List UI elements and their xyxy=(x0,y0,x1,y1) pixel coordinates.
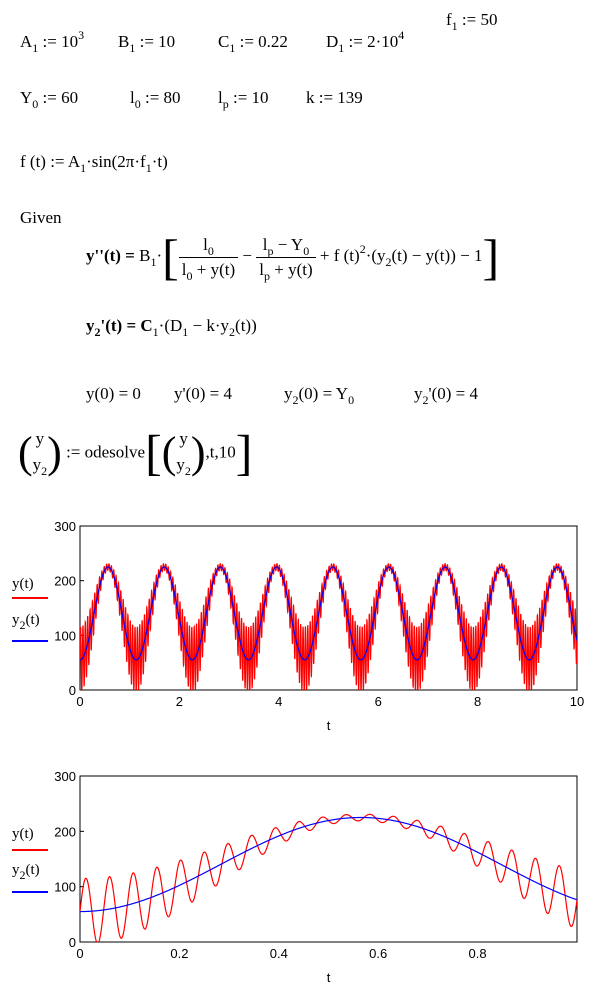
x-tick-label: 0.8 xyxy=(469,946,487,961)
x-tick-label: 0 xyxy=(76,946,83,961)
plot2-legend-y-swatch xyxy=(12,849,48,851)
x-axis-label: t xyxy=(327,970,331,985)
plot1-legend-y: y(t) xyxy=(12,576,34,592)
y-tick-label: 200 xyxy=(54,574,76,589)
def-A1[interactable]: A1 := 103 xyxy=(20,28,85,55)
ode-equation-1[interactable]: y''(t) = B1·[l0 l0 + y(t) − lp − Y0 lp + y… xyxy=(86,229,500,285)
x-tick-label: 4 xyxy=(275,694,282,709)
y-tick-label: 300 xyxy=(54,769,76,784)
def-l0[interactable]: l0 := 80 xyxy=(130,88,181,111)
y-tick-label: 100 xyxy=(54,880,76,895)
def-f1[interactable]: f1 := 50 xyxy=(446,10,498,33)
plot2-legend-y2-swatch xyxy=(12,891,48,893)
def-Y0[interactable]: Y0 := 60 xyxy=(20,88,79,111)
plot-zoomed-range[interactable]: 0 100 200 300 0 0.2 0.4 0.6 0.8 t xyxy=(0,760,600,999)
x-tick-label: 6 xyxy=(375,694,382,709)
plot-frame xyxy=(79,775,578,943)
x-tick-label: 0.4 xyxy=(270,946,288,961)
odesolve-assignment[interactable]: (y y2) := odesolve[(y y2),t,10] xyxy=(18,424,253,481)
plot2-legend-y: y(t) xyxy=(12,826,34,842)
x-tick-label: 8 xyxy=(474,694,481,709)
x-tick-label: 0.2 xyxy=(170,946,188,961)
series-line-y xyxy=(80,813,577,942)
def-D1[interactable]: D1 := 2·104 xyxy=(326,28,405,55)
plot-frame xyxy=(79,525,578,691)
def-B1[interactable]: B1 := 10 xyxy=(118,32,176,55)
y-tick-label: 100 xyxy=(54,628,76,643)
plot1-legend-y2: y2(t) xyxy=(12,612,40,632)
plot1-legend-y2-swatch xyxy=(12,640,48,642)
y-tick-label: 200 xyxy=(54,824,76,839)
ode-equation-2[interactable]: y2'(t) = C1·(D1 − k·y2(t)) xyxy=(86,316,257,339)
x-axis-label: t xyxy=(327,718,331,733)
ic-y0[interactable]: y(0) = 0 xyxy=(86,384,141,403)
y-tick-label: 300 xyxy=(54,519,76,534)
ic-dy0[interactable]: y'(0) = 4 xyxy=(174,384,232,403)
x-tick-label: 2 xyxy=(176,694,183,709)
x-tick-label: 0 xyxy=(76,694,83,709)
def-C1[interactable]: C1 := 0.22 xyxy=(218,32,288,55)
x-tick-label: 10 xyxy=(570,694,584,709)
plot2-legend-y2: y2(t) xyxy=(12,862,40,882)
function-def[interactable]: f (t) := A1·sin(2π·f1·t) xyxy=(20,152,168,175)
ic-y2-0[interactable]: y2(0) = Y0 xyxy=(284,384,355,407)
series-line-y2 xyxy=(80,816,577,913)
series-line-y xyxy=(80,562,577,690)
series-line-y2 xyxy=(80,566,577,661)
plot-full-range[interactable]: 0 100 200 300 0 2 4 6 8 10 t xyxy=(0,510,600,745)
x-tick-label: 0.6 xyxy=(369,946,387,961)
y-tick-label: 0 xyxy=(69,683,76,698)
y-tick-label: 0 xyxy=(69,935,76,950)
plot1-legend-y-swatch xyxy=(12,597,48,599)
def-lp[interactable]: lp := 10 xyxy=(218,88,269,111)
def-k[interactable]: k := 139 xyxy=(306,88,363,107)
ic-dy2-0[interactable]: y2'(0) = 4 xyxy=(414,384,478,407)
given-label: Given xyxy=(20,208,62,227)
